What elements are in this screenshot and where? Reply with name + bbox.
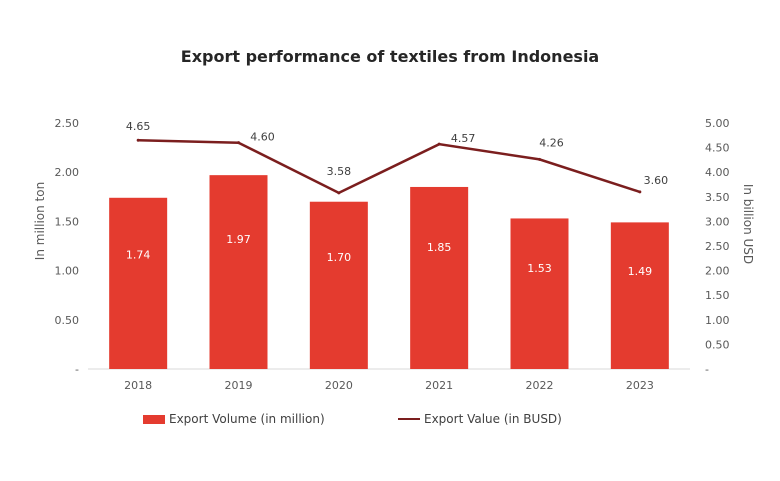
bar-export-volume-2022 bbox=[510, 218, 569, 369]
y2-tick-label: 0.50 bbox=[705, 338, 730, 351]
bar-export-volume-2023 bbox=[610, 222, 669, 369]
y2-tick-label: 1.50 bbox=[705, 289, 730, 302]
line-data-label: 4.57 bbox=[451, 132, 476, 145]
legend-swatch-line bbox=[398, 418, 420, 420]
bar-data-label: 1.70 bbox=[327, 251, 352, 264]
y-tick-label: 1.50 bbox=[55, 215, 80, 228]
bar-export-volume-2021 bbox=[410, 186, 469, 369]
y2-tick-label: 4.00 bbox=[705, 166, 730, 179]
bar-data-label: 1.49 bbox=[628, 265, 653, 278]
chart-title: Export performance of textiles from Indo… bbox=[180, 47, 600, 66]
y-tick-label: - bbox=[75, 363, 79, 376]
y-tick-label: 1.00 bbox=[55, 265, 80, 278]
y2-tick-label: 4.50 bbox=[705, 142, 730, 155]
x-tick-label: 2019 bbox=[225, 379, 253, 392]
line-point-export-value-2019 bbox=[237, 141, 240, 145]
line-data-label: 4.26 bbox=[539, 136, 564, 149]
bar-data-label: 1.85 bbox=[427, 241, 452, 254]
legend-item-export-volume: Export Volume (in million) bbox=[143, 412, 325, 426]
line-point-export-value-2018 bbox=[136, 138, 140, 142]
legend-item-export-value: Export Value (in BUSD) bbox=[398, 412, 562, 426]
y2-axis-title: In billion USD bbox=[741, 184, 755, 264]
bar-data-label: 1.97 bbox=[226, 233, 251, 246]
line-data-label: 4.65 bbox=[126, 120, 151, 133]
y-axis-title: In million ton bbox=[33, 182, 47, 260]
line-data-label: 3.60 bbox=[644, 174, 669, 187]
x-tick-label: 2022 bbox=[526, 379, 554, 392]
bar-data-label: 1.53 bbox=[527, 262, 552, 275]
line-data-label: 3.58 bbox=[327, 165, 352, 178]
y2-tick-label: - bbox=[705, 363, 709, 376]
y2-tick-label: 3.00 bbox=[705, 215, 730, 228]
bar-export-volume-2019 bbox=[209, 175, 268, 369]
y2-tick-label: 3.50 bbox=[705, 191, 730, 204]
line-point-export-value-2020 bbox=[337, 191, 341, 195]
line-data-label: 4.60 bbox=[250, 131, 275, 144]
bar-export-volume-2018 bbox=[109, 197, 168, 369]
x-tick-label: 2021 bbox=[425, 379, 453, 392]
series-line-export-value bbox=[138, 138, 641, 195]
y2-tick-label: 2.00 bbox=[705, 265, 730, 278]
line-point-export-value-2023 bbox=[638, 190, 642, 194]
line-point-export-value-2021 bbox=[437, 142, 441, 146]
x-tick-label: 2018 bbox=[124, 379, 152, 392]
legend-swatch-bar bbox=[143, 414, 165, 424]
x-tick-label: 2023 bbox=[626, 379, 654, 392]
y2-tick-label: 5.00 bbox=[705, 117, 730, 130]
bar-data-label: 1.74 bbox=[126, 248, 151, 261]
y2-tick-label: 1.00 bbox=[705, 314, 730, 327]
legend-label-export-volume: Export Volume (in million) bbox=[169, 412, 325, 426]
legend-label-export-value: Export Value (in BUSD) bbox=[424, 412, 562, 426]
y2-tick-label: 2.50 bbox=[705, 240, 730, 253]
y-tick-label: 2.00 bbox=[55, 166, 80, 179]
bar-export-volume-2020 bbox=[309, 201, 368, 369]
line-point-export-value-2022 bbox=[538, 157, 541, 161]
y-tick-label: 2.50 bbox=[55, 117, 80, 130]
y-tick-label: 0.50 bbox=[55, 314, 80, 327]
x-tick-label: 2020 bbox=[325, 379, 353, 392]
